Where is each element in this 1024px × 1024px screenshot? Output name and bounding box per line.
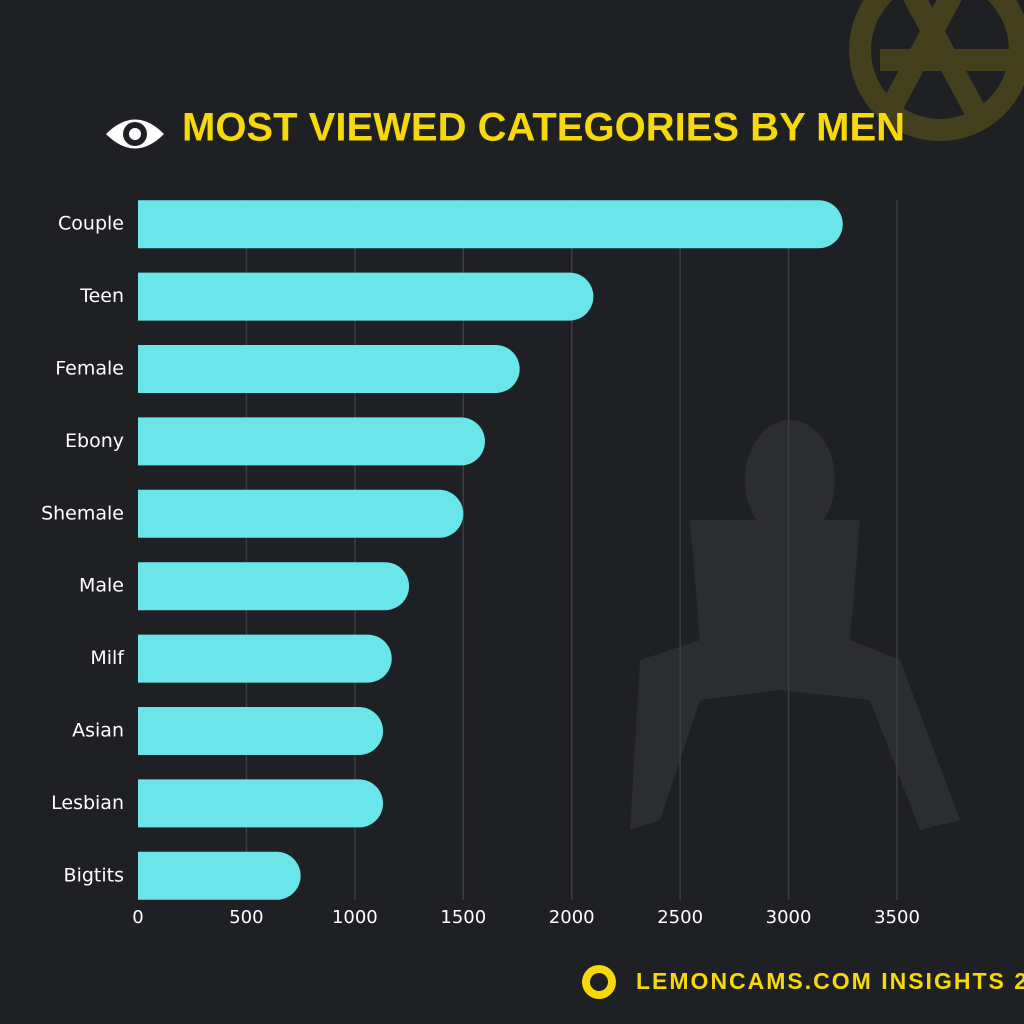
y-tick-label: Female <box>55 358 124 380</box>
bar <box>138 634 392 683</box>
bar <box>138 417 485 466</box>
bar <box>138 272 594 321</box>
bar <box>138 779 384 828</box>
y-tick-label: Ebony <box>65 430 124 452</box>
bar <box>138 562 410 611</box>
footer-logo <box>582 965 616 999</box>
x-tick-label: 1000 <box>332 907 378 928</box>
bar <box>138 489 464 538</box>
chart-title: MOST VIEWED CATEGORIES BY MEN <box>182 106 905 150</box>
x-tick-label: 2500 <box>657 907 703 928</box>
y-tick-label: Male <box>79 575 124 597</box>
y-tick-label: Asian <box>72 720 124 742</box>
footer-text: LEMONCAMS.COM INSIGHTS 2024 <box>636 968 1024 994</box>
decor-silhouette <box>630 420 960 830</box>
x-tick-label: 3500 <box>874 907 920 928</box>
y-tick-label: Bigtits <box>64 864 124 886</box>
bar <box>138 707 384 755</box>
x-tick-label: 500 <box>229 907 263 928</box>
bar <box>138 345 520 393</box>
y-tick-label: Milf <box>90 647 125 669</box>
x-tick-label: 1500 <box>440 907 486 928</box>
y-tick-label: Teen <box>79 285 124 307</box>
x-tick-label: 3000 <box>766 907 812 928</box>
y-tick-label: Shemale <box>41 502 124 524</box>
x-tick-label: 0 <box>132 907 143 928</box>
bar <box>138 200 843 249</box>
decor-aperture <box>849 0 1024 141</box>
bar <box>138 851 301 900</box>
y-tick-label: Couple <box>58 213 124 235</box>
x-tick-label: 2000 <box>549 907 595 928</box>
y-tick-label: Lesbian <box>51 792 124 814</box>
eye-icon <box>106 119 164 149</box>
